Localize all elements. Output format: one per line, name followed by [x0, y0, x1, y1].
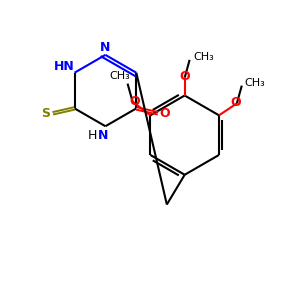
Text: N: N [98, 129, 109, 142]
Text: HN: HN [54, 60, 75, 73]
Text: O: O [129, 95, 140, 108]
Text: H: H [88, 129, 97, 142]
Text: CH₃: CH₃ [244, 78, 265, 88]
Text: CH₃: CH₃ [109, 71, 130, 81]
Text: N: N [100, 41, 111, 55]
Text: S: S [41, 107, 50, 120]
Text: O: O [179, 70, 190, 83]
Text: CH₃: CH₃ [193, 52, 214, 62]
Text: O: O [160, 107, 170, 120]
Text: O: O [230, 96, 241, 109]
